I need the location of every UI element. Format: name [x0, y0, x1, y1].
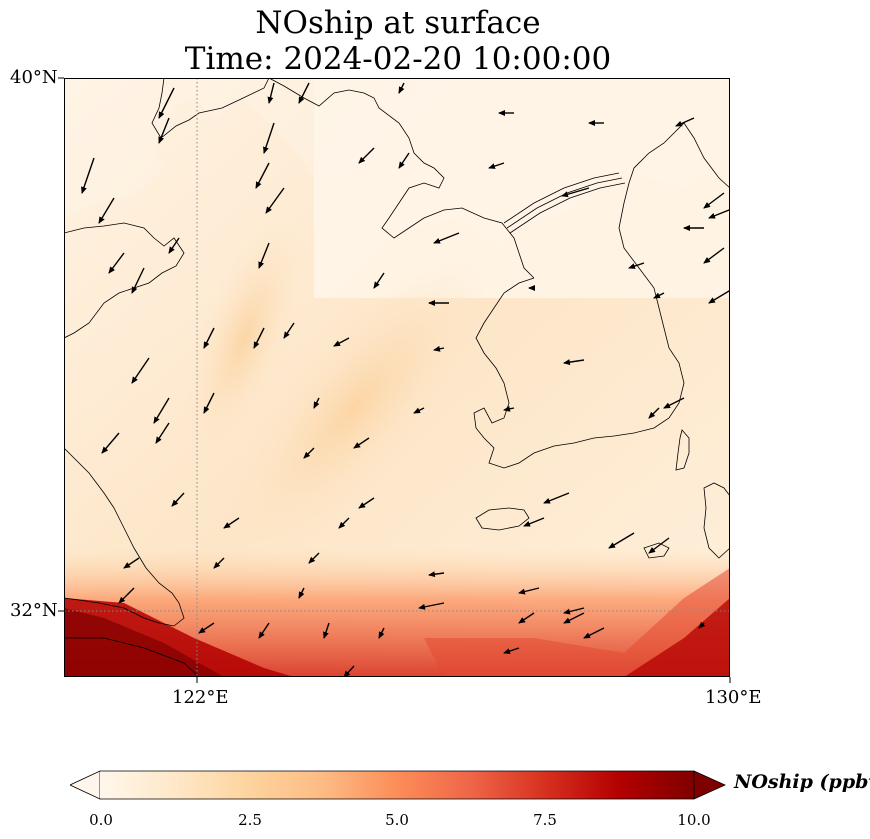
wind-arrow — [81, 157, 95, 194]
wind-arrow — [338, 517, 350, 529]
wind-arrow — [213, 557, 225, 569]
wind-arrow — [263, 122, 275, 154]
shipping-lane-band-west — [182, 214, 306, 462]
wind-arrow — [267, 82, 275, 104]
wind-arrow — [258, 242, 270, 269]
wind-arrow — [223, 517, 240, 529]
lat-label-40N: 40°N — [10, 67, 58, 88]
lon-label-130E: 130°E — [705, 687, 762, 708]
wind-arrow — [258, 622, 270, 639]
map-border — [64, 78, 730, 677]
wind-arrow — [398, 152, 410, 169]
wind-arrow — [653, 292, 665, 299]
wind-arrow — [675, 117, 695, 127]
wind-arrow — [303, 447, 315, 459]
wind-arrow — [418, 602, 445, 610]
wind-arrow — [628, 262, 645, 269]
wind-arrow — [563, 612, 585, 624]
wind-arrow — [358, 497, 375, 509]
wind-arrow — [155, 422, 170, 444]
wind-arrow — [648, 537, 670, 554]
wind-arrow — [648, 407, 660, 419]
wind-arrow — [353, 437, 370, 449]
wind-arrow — [563, 359, 585, 366]
wind-arrow — [123, 557, 140, 569]
wind-arrow — [253, 327, 265, 349]
hotspot-southeast — [624, 598, 730, 677]
wind-arrow — [703, 192, 725, 209]
colorbar-tick-0: 0.0 — [89, 811, 113, 829]
map-svg — [63, 77, 735, 678]
wind-arrow — [131, 267, 145, 294]
figure-title: NOship at surface — [255, 5, 541, 41]
wind-arrow — [203, 392, 215, 414]
wind-arrow — [298, 82, 310, 104]
wind-arrow — [518, 612, 535, 624]
coastlines — [63, 77, 731, 678]
wind-arrow — [698, 621, 706, 629]
wind-arrow — [298, 587, 305, 599]
wind-arrow — [265, 187, 285, 214]
wind-arrow — [108, 252, 125, 274]
colorbar-tick-2.5: 2.5 — [238, 811, 262, 829]
colorbar — [70, 770, 726, 800]
shipping-lane-band — [220, 255, 488, 561]
wind-arrow — [518, 587, 540, 595]
wind-arrow — [413, 407, 425, 414]
wind-arrow — [101, 432, 120, 454]
lat-label-32N: 32°N — [10, 600, 58, 621]
wind-arrow — [488, 162, 505, 169]
wind-arrow — [703, 247, 725, 264]
colorbar-label: NOship (ppbv) — [734, 771, 870, 793]
land-north — [64, 78, 730, 248]
wind-arrow — [503, 647, 520, 654]
wind-arrow — [283, 322, 295, 339]
figure-subtitle: Time: 2024-02-20 10:00:00 — [184, 41, 612, 77]
wind-arrow — [153, 397, 170, 424]
wind-arrow — [333, 337, 350, 347]
wind-arrow — [158, 87, 175, 119]
colorbar-extend-min — [70, 770, 101, 800]
wind-arrow — [583, 627, 605, 639]
wind-arrow — [503, 405, 515, 412]
map-panel — [63, 77, 735, 678]
wind-arrow — [171, 492, 185, 507]
wind-arrow — [433, 345, 445, 352]
wind-arrow — [313, 397, 320, 409]
colorbar-tick-7.5: 7.5 — [533, 811, 557, 829]
colorbar-tick-10: 10.0 — [677, 811, 711, 829]
wind-arrow — [398, 82, 405, 94]
wind-arrow — [373, 272, 385, 289]
wind-arrow — [168, 237, 180, 254]
hotspot-south — [424, 568, 730, 677]
wind-arrow — [118, 587, 135, 604]
wind-vector-field — [81, 82, 735, 678]
wind-arrow — [343, 665, 355, 678]
colorbar-gradient — [100, 771, 694, 799]
wind-arrow — [131, 357, 150, 384]
wind-arrow — [663, 397, 685, 409]
wind-arrow — [563, 607, 585, 615]
wind-arrow — [428, 571, 445, 578]
colorbar-extend-max — [693, 770, 726, 800]
hotspot-southwest-core — [64, 608, 224, 677]
wind-arrow — [378, 627, 385, 639]
wind-arrow — [433, 232, 460, 244]
wind-arrow — [203, 327, 215, 349]
wind-arrow — [561, 187, 590, 198]
wind-arrow — [198, 622, 215, 634]
colorbar-tick-5: 5.0 — [385, 811, 409, 829]
wind-arrow — [358, 147, 375, 164]
lon-label-122E: 122°E — [172, 687, 229, 708]
wind-arrow — [255, 162, 270, 189]
wind-arrow — [608, 532, 635, 549]
wind-arrow — [98, 197, 115, 224]
wind-arrow — [323, 622, 330, 639]
wind-arrow — [543, 492, 570, 504]
wind-arrow — [158, 117, 170, 144]
wind-arrow — [523, 517, 545, 527]
wind-arrow — [308, 552, 320, 564]
